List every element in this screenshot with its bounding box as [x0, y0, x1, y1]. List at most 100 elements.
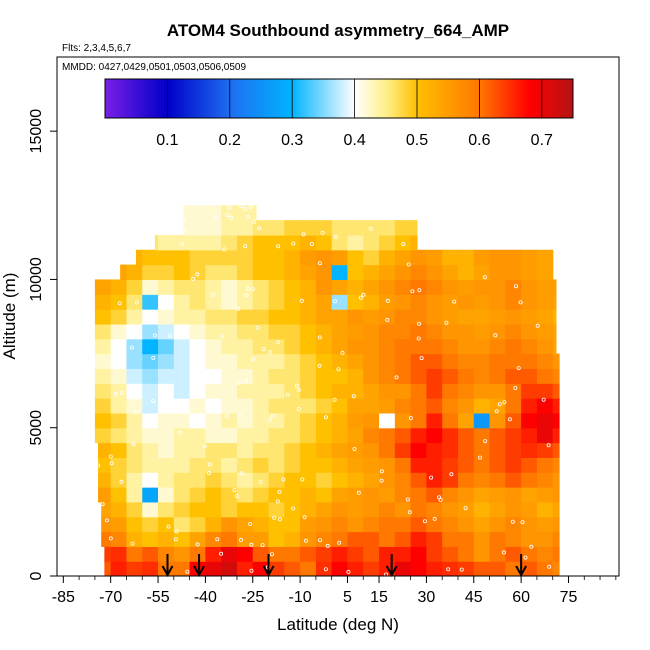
heat-cell: [142, 353, 159, 369]
sample-marker: [268, 350, 273, 355]
heat-cell: [473, 457, 491, 473]
heat-cell: [236, 323, 254, 340]
heat-cell: [315, 234, 333, 251]
heat-cell: [410, 353, 428, 369]
heat-cell: [347, 501, 364, 518]
heat-cell: [473, 561, 491, 576]
heat-cell: [457, 442, 475, 458]
heat-cell: [110, 457, 128, 473]
sample-marker: [303, 538, 308, 543]
heat-cell: [442, 383, 459, 399]
heat-cell: [142, 531, 159, 547]
heat-cell: [158, 412, 175, 429]
heat-cell: [110, 309, 128, 325]
heat-cell: [126, 472, 143, 488]
heat-cell: [236, 516, 254, 533]
heat-cell: [205, 457, 222, 473]
heat-cell: [442, 353, 459, 369]
heat-cell: [236, 501, 254, 518]
heat-cell: [221, 264, 238, 281]
heat-cell: [110, 368, 128, 384]
heat-cell: [221, 368, 238, 384]
heat-cell: [315, 412, 333, 429]
heat-cell: [505, 472, 522, 488]
heat-cell: [442, 487, 459, 503]
heat-cell: [521, 398, 538, 414]
sample-marker: [220, 334, 225, 339]
heat-cell: [505, 309, 522, 325]
heat-cell: [284, 516, 301, 533]
heat-cell: [94, 398, 112, 414]
heat-cell: [379, 309, 396, 325]
sample-marker: [134, 300, 139, 305]
heat-cell: [300, 561, 317, 576]
heat-cell: [158, 427, 175, 444]
sample-marker: [318, 538, 323, 543]
heat-cell: [183, 205, 191, 221]
heat-cell: [489, 457, 506, 473]
heat-cell: [347, 220, 364, 236]
heat-cell: [236, 279, 254, 295]
heat-cell: [221, 279, 238, 295]
heat-cell: [189, 398, 206, 414]
x-tick-label: 30: [418, 589, 436, 606]
heat-cell: [189, 279, 206, 295]
sample-markers: [96, 204, 552, 576]
heat-cell: [173, 561, 191, 576]
sample-marker: [245, 286, 250, 291]
colorbar-tick-label: 0.5: [406, 132, 428, 149]
heat-cell: [394, 294, 412, 310]
heat-cell: [189, 546, 206, 562]
sample-marker: [174, 529, 179, 534]
heat-cell: [126, 353, 143, 369]
sample-marker: [239, 471, 244, 476]
heat-cell: [410, 368, 428, 384]
heat-cell: [442, 516, 459, 533]
sample-marker: [405, 497, 410, 502]
heat-cell: [410, 398, 428, 414]
heat-cell: [126, 398, 143, 414]
heat-cell: [221, 516, 238, 533]
sample-marker: [134, 396, 139, 401]
heat-cell: [347, 383, 364, 399]
sample-marker: [444, 320, 449, 325]
heat-cell: [236, 220, 254, 236]
heat-cell: [252, 442, 270, 458]
sample-marker: [229, 215, 234, 220]
heat-cell: [473, 531, 491, 547]
sample-marker: [340, 350, 345, 355]
sample-marker: [449, 472, 454, 477]
sample-marker: [213, 214, 218, 219]
heat-cell: [347, 279, 364, 295]
heat-cell: [300, 472, 317, 488]
heat-cell: [110, 546, 128, 562]
sample-marker: [459, 567, 464, 572]
heat-cell: [189, 412, 206, 429]
heat-cell: [552, 294, 557, 310]
heat-cell: [126, 383, 143, 399]
heat-cell: [236, 442, 254, 458]
sample-marker: [520, 520, 525, 525]
heat-cell: [300, 338, 317, 355]
heat-cell: [457, 383, 475, 399]
heat-cell: [315, 546, 333, 562]
heat-cell: [126, 368, 143, 384]
heat-cell: [536, 383, 554, 399]
heat-cell: [236, 338, 254, 355]
x-tick-label: -55: [146, 589, 169, 606]
heat-cell: [94, 383, 112, 399]
sample-marker: [385, 317, 390, 322]
heat-cell: [120, 264, 128, 281]
heat-cell: [521, 442, 538, 458]
heat-cell: [221, 546, 238, 562]
heat-cell: [552, 323, 557, 340]
heat-cell: [236, 205, 254, 221]
heat-cell: [221, 442, 238, 458]
heat-cell: [521, 264, 538, 281]
heat-cell: [252, 234, 270, 251]
heat-cell: [394, 501, 412, 518]
heat-cell: [300, 412, 317, 429]
heat-cell: [173, 264, 191, 281]
sample-marker: [257, 226, 262, 231]
heat-cell: [379, 323, 396, 340]
